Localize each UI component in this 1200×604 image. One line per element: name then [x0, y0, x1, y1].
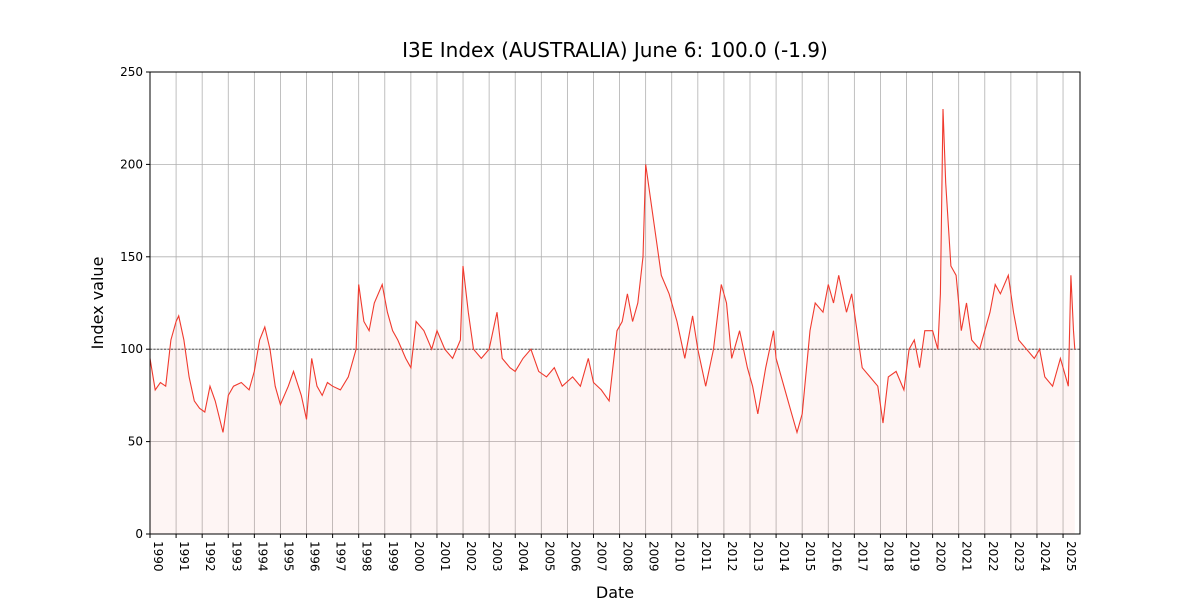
- chart-title: I3E Index (AUSTRALIA) June 6: 100.0 (-1.…: [402, 38, 828, 62]
- x-tick-label: 2006: [568, 541, 582, 572]
- x-tick-label: 1991: [177, 541, 191, 572]
- x-tick-label: 2013: [751, 541, 765, 572]
- y-tick-label: 200: [120, 157, 143, 171]
- x-tick-label: 2011: [699, 541, 713, 572]
- x-tick-label: 1993: [229, 541, 243, 572]
- x-tick-label: 2009: [647, 541, 661, 572]
- x-tick-label: 2002: [464, 541, 478, 572]
- x-tick-label: 1995: [281, 541, 295, 572]
- x-tick-label: 2008: [621, 541, 635, 572]
- x-tick-label: 2023: [1012, 541, 1026, 572]
- x-tick-label: 2004: [516, 541, 530, 572]
- x-tick-label: 1998: [360, 541, 374, 572]
- series-line: [149, 108, 1076, 435]
- area-fill: [150, 109, 1075, 534]
- x-tick-label: 1999: [386, 541, 400, 572]
- y-tick-label: 50: [128, 435, 143, 449]
- x-tick-label: 2012: [725, 541, 739, 572]
- x-tick-label: 2015: [803, 541, 817, 572]
- x-tick-label: 2003: [490, 541, 504, 572]
- plot-frame: [149, 71, 1081, 535]
- x-tick-label: 2007: [594, 541, 608, 572]
- x-tick-label: 2016: [829, 541, 843, 572]
- y-axis-label: Index value: [88, 257, 107, 350]
- x-tick-label: 2019: [908, 541, 922, 572]
- x-tick-label: 2005: [542, 541, 556, 572]
- y-tick-label: 150: [120, 250, 143, 264]
- x-tick-label: 2022: [986, 541, 1000, 572]
- y-tick-label: 0: [135, 527, 143, 541]
- x-tick-label: 1996: [308, 541, 322, 572]
- x-tick-label: 1994: [255, 541, 269, 572]
- x-tick-label: 2014: [777, 541, 791, 572]
- y-tick-label: 250: [120, 65, 143, 79]
- x-tick-label: 2000: [412, 541, 426, 572]
- x-tick-label: 2018: [881, 541, 895, 572]
- x-tick-label: 2024: [1038, 541, 1052, 572]
- y-tick-label: 100: [120, 342, 143, 356]
- x-tick-label: 1997: [334, 541, 348, 572]
- x-tick-label: 1990: [151, 541, 165, 572]
- x-tick-label: 2020: [934, 541, 948, 572]
- x-tick-label: 2025: [1064, 541, 1078, 572]
- x-tick-label: 1992: [203, 541, 217, 572]
- x-tick-label: 2017: [855, 541, 869, 572]
- x-tick-label: 2021: [960, 541, 974, 572]
- x-axis-label: Date: [596, 583, 634, 600]
- x-tick-label: 2010: [673, 541, 687, 572]
- x-tick-label: 2001: [438, 541, 452, 572]
